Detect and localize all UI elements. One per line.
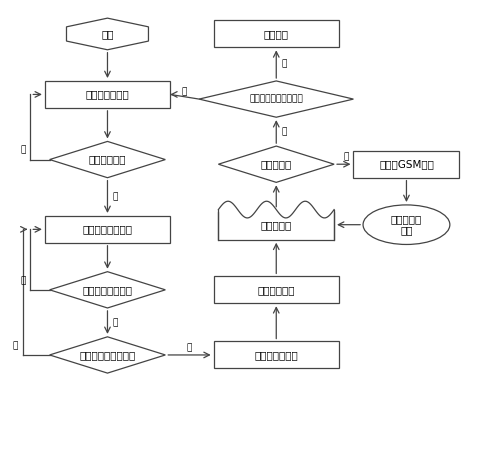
Text: 沉降结果计算: 沉降结果计算 xyxy=(257,285,294,295)
Text: 是: 是 xyxy=(182,88,187,96)
Text: 沉降超限？: 沉降超限？ xyxy=(260,159,291,169)
Text: 否: 否 xyxy=(20,146,26,155)
Text: 中位值平均滤波: 中位值平均滤波 xyxy=(254,350,298,360)
FancyBboxPatch shape xyxy=(213,342,338,368)
Text: 否: 否 xyxy=(281,127,286,136)
Polygon shape xyxy=(49,337,165,373)
Text: 测头准备好？: 测头准备好？ xyxy=(89,154,126,165)
Text: 存入数据库: 存入数据库 xyxy=(260,219,291,230)
Text: 否: 否 xyxy=(20,276,26,285)
Polygon shape xyxy=(49,141,165,178)
FancyBboxPatch shape xyxy=(353,151,458,178)
Text: 检测模式初始化: 检测模式初始化 xyxy=(86,89,129,99)
Text: 空闲模式: 空闲模式 xyxy=(263,29,288,39)
Text: 基准测头有数据？: 基准测头有数据？ xyxy=(82,285,132,295)
Polygon shape xyxy=(66,18,148,50)
FancyBboxPatch shape xyxy=(213,21,338,47)
FancyBboxPatch shape xyxy=(213,276,338,303)
Ellipse shape xyxy=(363,205,449,244)
Polygon shape xyxy=(218,146,333,183)
Text: 是: 是 xyxy=(112,192,118,201)
Text: 是: 是 xyxy=(186,344,192,352)
Text: 开始: 开始 xyxy=(101,29,113,39)
FancyBboxPatch shape xyxy=(45,81,170,108)
Text: 是: 是 xyxy=(343,153,348,162)
Text: 数值与图形
显示: 数值与图形 显示 xyxy=(390,214,421,235)
Text: 各工作测头有数据？: 各工作测头有数据？ xyxy=(79,350,136,360)
Text: 否: 否 xyxy=(13,341,18,350)
Polygon shape xyxy=(199,81,353,117)
FancyBboxPatch shape xyxy=(45,216,170,243)
Text: 沉降监测间隔时间到？: 沉降监测间隔时间到？ xyxy=(249,95,302,103)
Text: 声光和GSM报警: 声光和GSM报警 xyxy=(378,159,433,169)
Text: 发送测头取数命令: 发送测头取数命令 xyxy=(82,224,132,234)
Text: 是: 是 xyxy=(112,318,118,327)
FancyBboxPatch shape xyxy=(218,210,333,240)
Text: 否: 否 xyxy=(281,60,286,69)
Polygon shape xyxy=(49,272,165,308)
